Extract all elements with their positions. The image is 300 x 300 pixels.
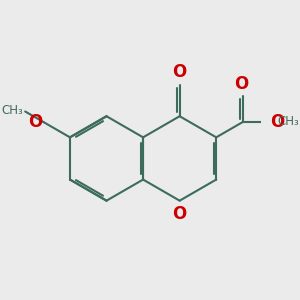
Text: O: O bbox=[28, 113, 42, 131]
Text: CH₃: CH₃ bbox=[2, 104, 23, 117]
Text: O: O bbox=[172, 63, 187, 81]
Text: O: O bbox=[271, 113, 285, 131]
Text: CH₃: CH₃ bbox=[278, 115, 299, 128]
Text: O: O bbox=[234, 75, 248, 93]
Text: O: O bbox=[172, 205, 187, 223]
